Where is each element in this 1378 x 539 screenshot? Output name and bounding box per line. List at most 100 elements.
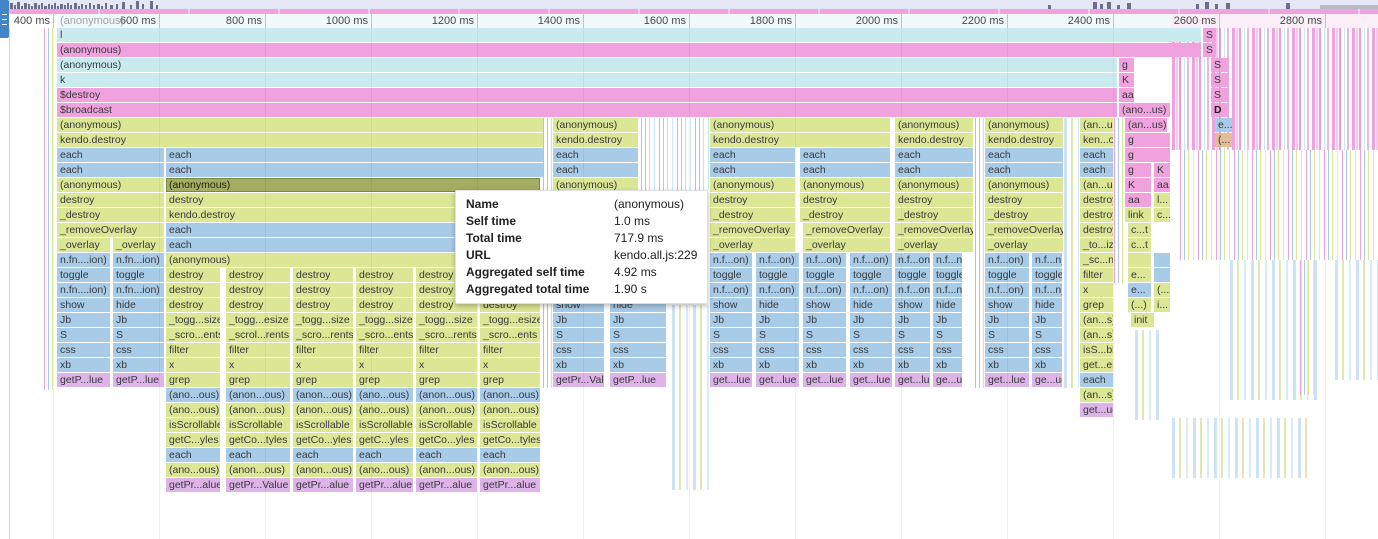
flame-frame[interactable]: n.f...on): [710, 253, 752, 267]
flame-frame[interactable]: _overlay: [57, 238, 110, 252]
flame-frame[interactable]: destroy: [166, 268, 220, 282]
flame-frame[interactable]: (...: [1215, 133, 1232, 147]
flame-frame[interactable]: _togg...esize: [226, 313, 290, 327]
flame-frame[interactable]: destroy: [356, 298, 413, 312]
flame-frame[interactable]: toggle: [57, 268, 110, 282]
flame-frame[interactable]: toggle: [850, 268, 892, 282]
flame-frame[interactable]: getCo...tyles: [480, 433, 540, 447]
flame-frame[interactable]: $broadcast: [57, 103, 1117, 117]
flame-frame[interactable]: _removeOverlay: [57, 223, 164, 237]
flame-frame[interactable]: x: [1080, 283, 1113, 297]
flame-frame[interactable]: get...lue: [985, 373, 1029, 387]
flame-frame[interactable]: init: [1131, 313, 1154, 327]
flame-frame[interactable]: S: [895, 328, 930, 342]
flame-frame[interactable]: g: [1125, 133, 1170, 147]
flame-frame[interactable]: (anon...ous): [480, 388, 540, 402]
flame-frame[interactable]: _destroy: [57, 208, 164, 222]
flame-frame[interactable]: xb: [113, 358, 164, 372]
flame-frame[interactable]: isScrollable: [226, 418, 290, 432]
flame-frame[interactable]: kendo.destroy: [710, 133, 890, 147]
flame-frame[interactable]: getPr...alue: [356, 478, 413, 492]
drawer-handle-icon[interactable]: [0, 0, 9, 38]
flame-frame[interactable]: each: [166, 448, 220, 462]
flame-frame[interactable]: n.fn....ion): [57, 253, 110, 267]
flame-frame[interactable]: getP...lue: [57, 373, 110, 387]
flame-frame[interactable]: n.f...n): [933, 253, 962, 267]
flame-frame[interactable]: isScrollable: [416, 418, 477, 432]
flame-frame[interactable]: S: [985, 328, 1029, 342]
flame-frame[interactable]: getPr...alue: [480, 478, 540, 492]
flame-frame[interactable]: i...: [1154, 298, 1170, 312]
flame-frame[interactable]: each: [166, 163, 543, 177]
flame-frame[interactable]: css: [756, 343, 799, 357]
flame-frame[interactable]: each: [293, 448, 353, 462]
flame-frame[interactable]: _overlay: [895, 238, 973, 252]
flame-frame[interactable]: _overlay: [710, 238, 795, 252]
flame-frame[interactable]: destroy: [1080, 223, 1113, 237]
flame-frame[interactable]: kendo.destroy: [166, 208, 543, 222]
flame-frame[interactable]: S: [933, 328, 962, 342]
flame-frame[interactable]: Jb: [113, 313, 164, 327]
flame-frame[interactable]: [1128, 253, 1151, 267]
flame-frame[interactable]: css: [850, 343, 892, 357]
flame-frame[interactable]: hide: [850, 298, 892, 312]
flame-frame[interactable]: (anonymous): [895, 118, 973, 132]
flame-frame[interactable]: each: [1080, 148, 1113, 162]
flame-frame[interactable]: xb: [803, 358, 846, 372]
flame-frame[interactable]: e...: [1128, 268, 1151, 282]
flame-frame[interactable]: filter: [356, 343, 413, 357]
flame-frame[interactable]: kendo.destroy: [553, 133, 638, 147]
flame-frame[interactable]: (an...s): [1080, 313, 1113, 327]
flame-frame[interactable]: g: [1125, 148, 1170, 162]
flame-frame[interactable]: K: [1125, 178, 1151, 192]
flame-frame[interactable]: getC...yles: [166, 433, 220, 447]
flame-frame[interactable]: show: [57, 298, 110, 312]
flame-frame[interactable]: (anonymous): [57, 178, 164, 192]
flame-frame[interactable]: S: [850, 328, 892, 342]
flame-frame[interactable]: _destroy: [800, 208, 890, 222]
flame-frame[interactable]: getPr...Value: [553, 373, 604, 387]
flame-frame[interactable]: Jb: [756, 313, 799, 327]
flame-frame[interactable]: (ano...ous): [166, 403, 220, 417]
flame-frame[interactable]: destroy: [985, 193, 1063, 207]
flame-frame[interactable]: Jb: [850, 313, 892, 327]
flame-frame[interactable]: g: [1125, 163, 1151, 177]
flame-frame[interactable]: S: [553, 328, 604, 342]
flame-frame[interactable]: getCo...tyles: [226, 433, 290, 447]
flame-frame[interactable]: toggle: [985, 268, 1029, 282]
flame-frame[interactable]: destroy: [293, 298, 353, 312]
flame-frame[interactable]: n.f...on): [756, 283, 799, 297]
flame-frame[interactable]: _sc...nts: [1080, 253, 1113, 267]
flame-frame[interactable]: x: [480, 358, 540, 372]
flame-frame[interactable]: _togg...size: [293, 313, 353, 327]
flame-frame[interactable]: each: [1080, 163, 1113, 177]
flame-frame[interactable]: get...lue: [710, 373, 752, 387]
flame-frame[interactable]: getC...yles: [356, 433, 413, 447]
flame-frame[interactable]: (anon...ous): [226, 388, 290, 402]
flame-frame[interactable]: n.f...on): [850, 253, 892, 267]
flame-frame[interactable]: filter: [166, 343, 220, 357]
flame-frame[interactable]: (an...us): [1125, 118, 1167, 132]
flame-frame[interactable]: x: [356, 358, 413, 372]
flame-frame[interactable]: x: [293, 358, 353, 372]
flame-frame[interactable]: destroy: [166, 283, 220, 297]
flame-frame[interactable]: destroy: [166, 193, 543, 207]
flame-frame[interactable]: c...: [1154, 208, 1170, 222]
flame-frame[interactable]: n.f...on): [985, 253, 1029, 267]
flame-frame[interactable]: getCo...yles: [416, 433, 477, 447]
flame-frame[interactable]: Jb: [933, 313, 962, 327]
flame-frame[interactable]: c...t: [1128, 238, 1151, 252]
flame-frame[interactable]: D: [1211, 103, 1229, 117]
flame-frame[interactable]: grep: [1080, 298, 1113, 312]
flame-frame[interactable]: toggle: [933, 268, 962, 282]
flame-frame[interactable]: aa: [1154, 178, 1170, 192]
flame-frame[interactable]: _removeOverlay: [803, 223, 890, 237]
flame-frame[interactable]: _overlay: [113, 238, 164, 252]
flame-frame[interactable]: ge...ue: [1032, 373, 1062, 387]
flame-frame[interactable]: each: [57, 148, 164, 162]
flame-frame[interactable]: show: [710, 298, 752, 312]
flame-frame[interactable]: n.f...on): [850, 283, 892, 297]
flame-frame[interactable]: (an...us): [1080, 178, 1113, 192]
flame-frame[interactable]: K: [1154, 163, 1170, 177]
flame-frame[interactable]: each: [553, 148, 638, 162]
